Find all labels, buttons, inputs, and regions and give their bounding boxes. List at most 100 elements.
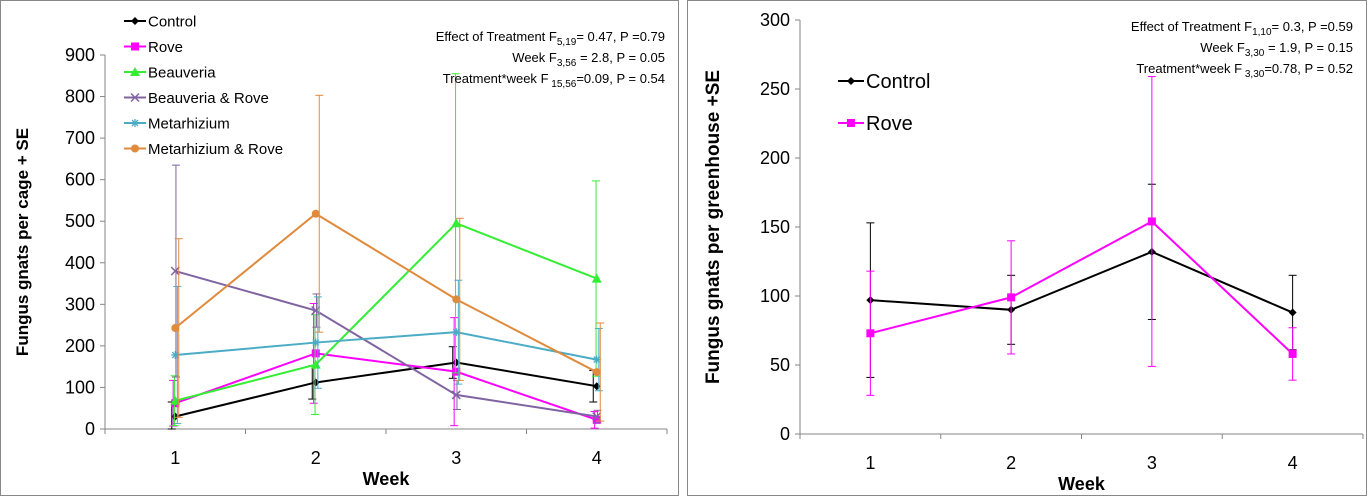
data-point	[592, 415, 601, 424]
stats-label: Week	[1200, 40, 1233, 55]
data-point	[592, 412, 602, 422]
legend-label: Control	[148, 13, 196, 30]
stats-values: =0.78, P = 0.52	[1264, 61, 1353, 76]
data-point	[171, 324, 180, 333]
series-beauveria-rove	[170, 164, 602, 424]
data-point	[171, 412, 180, 421]
stats-annotation-line: Treatment*week F 3,30=0.78, P = 0.52	[1136, 61, 1353, 80]
y-tick-label: 800	[65, 87, 95, 107]
y-tick-label: 0	[780, 424, 790, 444]
stats-label: Week	[512, 50, 545, 65]
data-point	[451, 390, 461, 400]
x-tick-label: 3	[451, 448, 461, 468]
legend-item-rove: Rove	[124, 39, 183, 56]
data-point	[171, 351, 180, 360]
series-line	[870, 250, 1294, 314]
data-point	[311, 338, 320, 347]
data-point	[452, 295, 461, 304]
stats-values: =0.09, P = 0.54	[576, 71, 665, 86]
stats-annotation-line: Treatment*week F 15,56=0.09, P = 0.54	[443, 71, 665, 90]
y-tick-label: 700	[65, 128, 95, 148]
stats-f-symbol: F	[549, 29, 557, 44]
x-tick-label: 4	[1288, 453, 1298, 473]
legend-marker	[131, 17, 139, 25]
data-point	[311, 349, 320, 358]
data-point	[311, 378, 320, 387]
y-tick-label: 150	[760, 217, 790, 237]
y-tick-label: 400	[65, 253, 95, 273]
cage-chart-svg: 0 100 200 300 400 500 600 700 800 900 1 2 3 4 Week Fung…	[13, 13, 668, 489]
legend-marker	[847, 77, 855, 85]
y-tick-label: 100	[65, 377, 95, 397]
y-tick-label: 200	[65, 336, 95, 356]
series-line	[174, 212, 598, 373]
stats-label: Treatment*week	[1136, 61, 1231, 76]
stats-annotation-line: Effect of Treatment F5,19= 0.47, P =0.79	[436, 29, 665, 48]
data-point	[452, 367, 461, 376]
data-point	[311, 209, 320, 218]
data-point	[451, 218, 462, 228]
legend-item-control: Control	[838, 71, 930, 93]
stats-f-symbol: F	[541, 71, 549, 86]
x-axis-title: Week	[363, 469, 411, 489]
data-point	[452, 358, 461, 367]
x-tick-label: 1	[170, 448, 180, 468]
series-metarhizium-rove	[171, 94, 605, 422]
series-rove	[866, 76, 1297, 396]
x-axis-title: Week	[1058, 474, 1106, 494]
legend-marker	[131, 42, 139, 51]
legend-label: Metarhizium	[148, 115, 230, 132]
data-point	[1147, 217, 1156, 226]
legend-marker	[130, 92, 140, 103]
stats-values: = 0.47, P =0.79	[576, 29, 665, 44]
y-tick-label: 100	[760, 286, 790, 306]
x-tick-label: 2	[1006, 453, 1016, 473]
legend-item-rove: Rove	[838, 113, 913, 135]
data-point	[1007, 293, 1016, 302]
series-rove	[169, 303, 601, 429]
stats-subscript: 3,30	[1245, 48, 1265, 59]
x-tick-label: 1	[865, 453, 875, 473]
y-axis-title: Fungus gnats per cage + SE	[13, 128, 32, 356]
data-point	[1288, 308, 1297, 317]
series-metarhizium	[171, 279, 603, 425]
series-control	[167, 346, 601, 430]
chart-panel-greenhouse: 0 50 100 150 200 250 300 1 2 3 4 Week Fungus gnats p…	[687, 0, 1367, 496]
stats-label: Effect of Treatment	[1131, 19, 1241, 34]
y-tick-label: 600	[65, 170, 95, 190]
series-beauveria	[170, 73, 602, 427]
data-point	[592, 355, 601, 364]
x-tick-label: 2	[311, 448, 321, 468]
stats-f-symbol: F	[1234, 61, 1242, 76]
stats-values: = 2.8, P = 0.05	[576, 50, 665, 65]
data-point	[170, 266, 180, 276]
data-point	[311, 306, 321, 316]
legend-label: Rove	[148, 39, 183, 56]
series-line	[870, 220, 1294, 355]
legend-label: Beauveria	[148, 64, 216, 81]
series-line	[175, 331, 597, 361]
stats-subscript: 3,56	[557, 58, 577, 69]
stats-subscript: 1,10	[1252, 27, 1272, 38]
chart-panel-cage: 0 100 200 300 400 500 600 700 800 900 1 2 3 4 Week Fung…	[0, 0, 679, 496]
series-line	[174, 352, 598, 421]
stats-label: Treatment*week	[443, 71, 538, 86]
series-line	[175, 222, 598, 402]
legend-label: Beauveria & Rove	[148, 90, 269, 107]
data-point	[592, 382, 601, 391]
y-tick-label: 0	[85, 419, 95, 439]
greenhouse-chart-svg: 0 50 100 150 200 250 300 1 2 3 4 Week Fungus gnats p…	[703, 10, 1364, 494]
series-line	[175, 361, 597, 418]
y-tick-label: 900	[65, 45, 95, 65]
legend-marker	[131, 119, 139, 127]
stats-label: Effect of Treatment	[436, 29, 546, 44]
data-point	[592, 368, 601, 377]
legend-item-beauveria-rove: Beauveria & Rove	[124, 90, 269, 107]
legend-item-metarhizium: Metarhizium	[124, 115, 230, 132]
stats-annotation-line: Effect of Treatment F1,10= 0.3, P =0.59	[1131, 19, 1353, 38]
data-point	[452, 328, 461, 337]
legend-marker	[131, 144, 139, 153]
legend-item-control: Control	[124, 13, 196, 30]
legend-marker	[130, 67, 140, 76]
stats-values: = 0.3, P =0.59	[1272, 19, 1353, 34]
